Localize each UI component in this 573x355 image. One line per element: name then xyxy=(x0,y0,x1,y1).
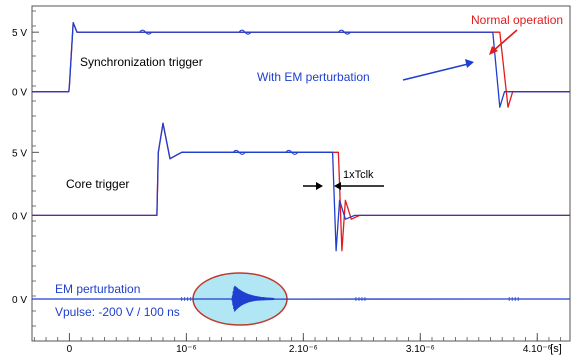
tclk-arrowhead-left xyxy=(316,182,323,190)
y-tick-label: 0 V xyxy=(12,295,27,306)
series-line-blue xyxy=(32,122,570,252)
panel-sublabel-vpulse: Vpulse: -200 V / 100 ns xyxy=(55,305,180,319)
annotation-normal-operation: Normal operation xyxy=(471,13,563,27)
x-tick-label: 3.10⁻⁶ xyxy=(406,344,435,355)
signal-ripple xyxy=(338,29,351,35)
x-axis-label: [s] xyxy=(550,343,562,355)
tclk-arrowhead-right xyxy=(334,182,341,190)
panel-label-em: EM perturbation xyxy=(55,282,140,296)
arrow-normal-operation xyxy=(492,29,518,52)
signal-ripple xyxy=(238,29,252,35)
x-tick-label: 10⁻⁶ xyxy=(176,344,197,355)
panel-label-core: Core trigger xyxy=(66,177,129,191)
arrowhead-em-perturbation xyxy=(465,59,474,68)
annotation-em-perturbation: With EM perturbation xyxy=(257,70,370,84)
arrowhead-normal-operation xyxy=(489,46,498,55)
plot-frame xyxy=(31,5,571,342)
signal-ripple xyxy=(285,149,299,155)
y-tick-label: 0 V xyxy=(12,211,27,222)
signal-ripple xyxy=(232,149,246,155)
arrow-em-perturbation xyxy=(402,63,469,81)
signal-ripple xyxy=(139,29,152,35)
y-tick-label: 0 V xyxy=(12,88,27,99)
annotation-tclk: 1xTclk xyxy=(343,169,374,181)
series-line-blue xyxy=(32,285,571,312)
y-tick-label: 5 V xyxy=(12,148,27,159)
x-tick-label: 4.10⁻⁶ xyxy=(523,344,552,355)
panel-label-sync: Synchronization trigger xyxy=(80,55,203,69)
x-tick-label: 2.10⁻⁶ xyxy=(289,344,318,355)
y-tick-label: 5 V xyxy=(12,28,27,39)
series-line-blue xyxy=(32,21,570,108)
x-tick-label: 0 xyxy=(67,344,73,355)
